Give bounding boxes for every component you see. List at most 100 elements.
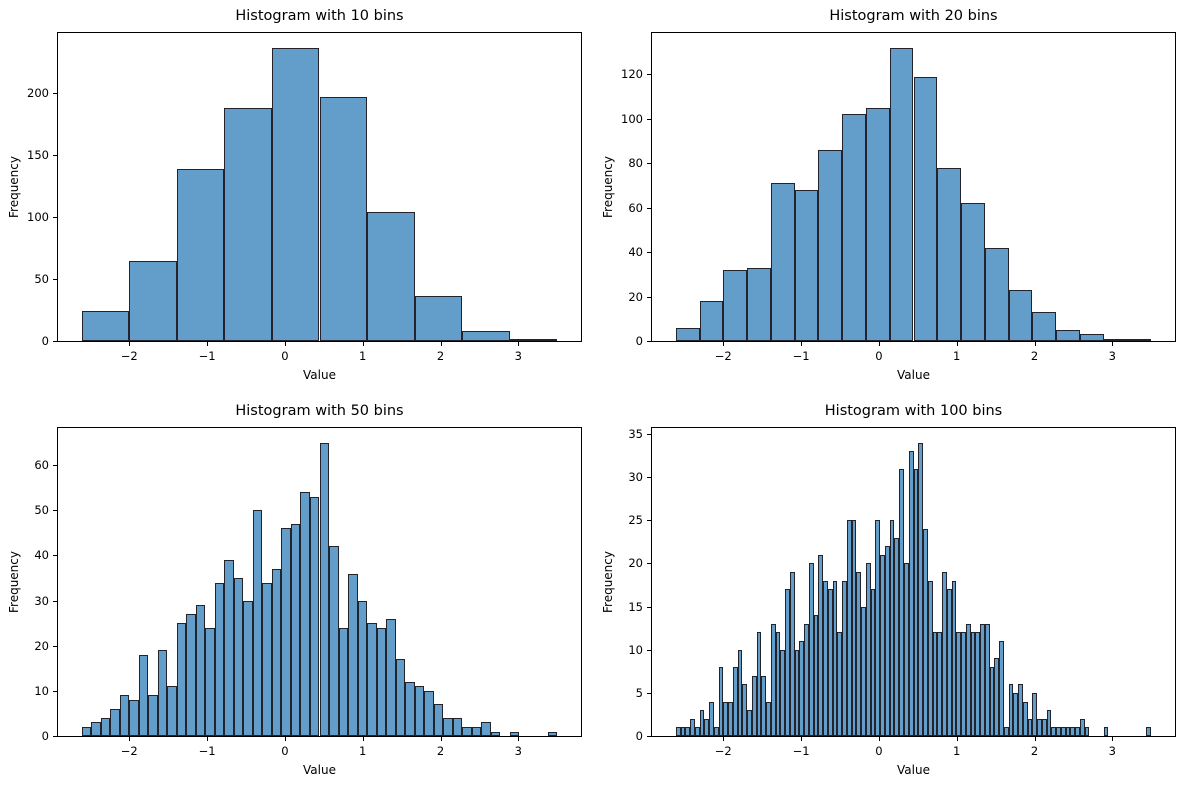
y-tick-mark [647,118,651,120]
y-tick-label: 20 [628,289,643,304]
y-tick-label: 40 [628,245,643,260]
y-tick-label: 100 [621,111,643,126]
y-tick-label: 35 [628,427,643,442]
x-tick-label: −2 [120,744,138,758]
y-tick-label: 30 [628,470,643,485]
histogram-bar [319,442,329,736]
histogram-bar [718,666,724,736]
histogram-bar [780,649,786,736]
histogram-bar [794,189,819,341]
x-tick-mark [518,737,520,741]
histogram-bar [433,704,444,736]
y-tick-mark [53,690,57,692]
histogram-bar [1103,338,1128,341]
subplot-histogram-100-bins: Histogram with 100 bins Frequency Value … [594,395,1189,790]
histogram-bar [685,727,691,736]
histogram-bar [452,717,463,736]
histogram-bar [984,623,990,736]
histogram-bar [290,523,301,736]
y-tick-label: 100 [27,210,49,225]
histogram-bar [846,520,852,736]
histogram-bar [1041,718,1047,736]
x-tick-label: 0 [281,349,289,363]
histogram-bar [110,708,120,736]
histogram-bar [205,627,215,736]
histogram-bar [732,666,738,736]
x-tick-label: 1 [953,744,961,758]
x-tick-mark [723,342,725,346]
x-tick-label: 3 [1108,349,1116,363]
plot-title: Histogram with 10 bins [235,8,404,24]
histogram-bar [723,701,729,736]
histogram-bar [880,554,885,736]
histogram-bar [965,623,971,736]
histogram-bar [713,727,719,736]
histogram-bar [348,573,358,736]
histogram-bar [823,580,828,736]
x-tick-mark [878,342,880,346]
histogram-bar [903,563,909,736]
histogram-bar [547,731,558,736]
histogram-bar [357,600,368,736]
histogram-bar [951,580,957,736]
y-tick-mark [53,555,57,557]
histogram-bar [309,496,320,736]
histogram-bar [300,492,310,736]
histogram-bar [927,580,933,736]
x-tick-label: 3 [1108,744,1116,758]
histogram-bar [704,718,710,736]
y-tick-label: 15 [628,599,643,614]
histogram-bar [157,650,168,736]
x-tick-label: 1 [953,349,961,363]
x-tick-label: −1 [198,744,216,758]
y-tick-label: 10 [628,642,643,657]
histogram-bar [319,97,368,341]
x-tick-label: 2 [436,744,445,758]
y-tick-label: 0 [635,334,643,348]
y-tick-mark [53,736,57,737]
histogram-bar [709,701,714,736]
histogram-bar [414,686,425,736]
histogram-bar [956,632,962,736]
histogram-bar [961,203,985,341]
y-tick-mark [647,163,651,165]
x-tick-label: 2 [1030,349,1039,363]
histogram-bar [1046,710,1052,736]
histogram-bar [856,572,862,736]
y-tick-mark [53,645,57,647]
histogram-bar [1056,727,1061,736]
x-tick-mark [129,342,131,346]
histogram-bar [699,301,724,341]
x-tick-label: 0 [281,744,289,758]
histogram-bar [908,451,914,736]
y-tick-mark [647,296,651,298]
histogram-bar [252,510,263,736]
x-tick-label: −1 [792,744,810,758]
histogram-bar [789,572,795,736]
histogram-bar [119,695,130,736]
x-axis-label: Value [303,368,336,382]
plot-title: Histogram with 50 bins [235,403,404,419]
x-tick-mark [956,737,958,741]
histogram-bar [923,528,928,736]
histogram-bar [367,212,415,341]
y-tick-label: 20 [628,556,643,571]
histogram-bar [1051,727,1057,736]
y-tick-mark [647,606,651,608]
x-axis-label: Value [897,368,930,382]
histogram-bar [851,520,857,736]
histogram-bar [770,183,795,341]
y-tick-mark [53,465,57,467]
histogram-bar [832,580,838,736]
histogram-bar [386,618,396,736]
histogram-bar [961,632,966,736]
histogram-bar [875,520,881,736]
histogram-bar [984,247,1009,341]
histogram-bar [680,727,686,736]
x-tick-label: 3 [514,744,522,758]
histogram-bar [865,563,871,736]
x-tick-mark [362,737,364,741]
histogram-bar [462,726,472,736]
histogram-bar [894,537,900,736]
